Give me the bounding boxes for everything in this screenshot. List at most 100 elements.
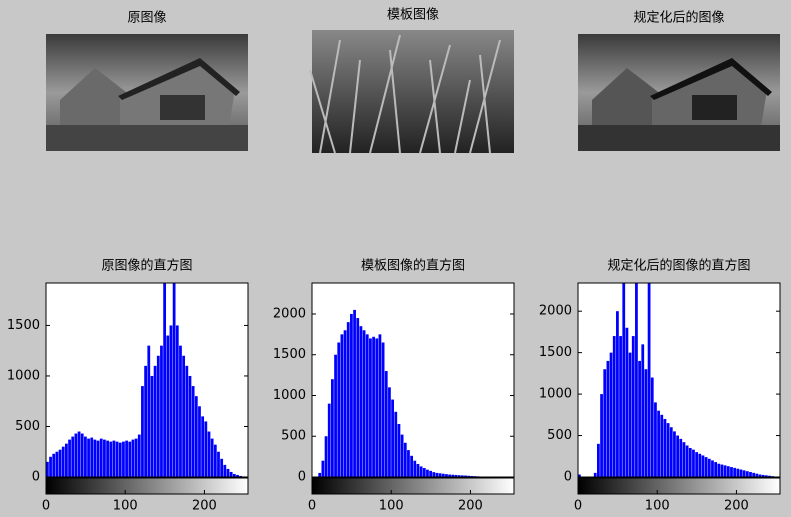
bar	[378, 334, 382, 477]
bar	[695, 452, 699, 477]
bar	[340, 334, 344, 477]
chart-title: 规定化后的图像的直方图	[607, 258, 750, 274]
bar	[226, 468, 230, 477]
bar	[742, 470, 746, 477]
bar	[191, 386, 195, 477]
bar	[93, 439, 97, 477]
bar	[726, 466, 730, 477]
x-tick-label: 200	[192, 499, 217, 514]
gray-colorbar	[311, 477, 515, 495]
image-title: 模板图像	[387, 8, 439, 23]
bar	[657, 410, 660, 477]
bar	[84, 436, 87, 477]
bar	[106, 440, 109, 477]
bar	[150, 375, 154, 477]
y-tick-label: 1500	[7, 318, 40, 333]
bar	[606, 360, 610, 477]
y-tick-label: 500	[281, 429, 306, 444]
bar	[321, 460, 325, 477]
bar	[688, 447, 692, 477]
bar	[723, 465, 727, 477]
x-tick-label: 100	[379, 499, 404, 514]
bar	[356, 318, 360, 477]
bar	[625, 327, 629, 477]
y-tick-label: 1000	[7, 368, 40, 383]
bar	[223, 464, 227, 477]
bar	[666, 423, 670, 477]
bar	[419, 466, 423, 477]
bar	[429, 470, 433, 477]
bar	[74, 433, 78, 477]
y-tick-label: 1000	[539, 387, 572, 402]
bar	[131, 439, 135, 477]
bar	[407, 450, 410, 477]
bar	[365, 334, 369, 477]
bar	[346, 322, 350, 477]
bar	[55, 451, 59, 477]
bar	[422, 468, 426, 477]
bar	[201, 416, 205, 477]
bar	[163, 283, 167, 477]
image-title: 原图像	[127, 11, 166, 26]
bar	[353, 309, 356, 477]
bar	[714, 462, 718, 477]
bar	[375, 338, 379, 477]
bar	[413, 460, 417, 477]
bar	[388, 387, 391, 477]
bar	[49, 456, 52, 477]
bar	[71, 436, 75, 477]
bar	[441, 473, 445, 477]
bar	[236, 474, 239, 477]
bar	[669, 427, 673, 477]
axes-box	[311, 282, 515, 478]
bar	[619, 336, 622, 477]
bar	[707, 458, 711, 477]
x-tick-label: 100	[645, 499, 670, 514]
bar	[679, 438, 683, 477]
bar	[616, 311, 619, 477]
bar	[172, 283, 176, 477]
bar	[597, 443, 600, 477]
bar	[118, 442, 122, 477]
y-tick-label: 0	[32, 470, 40, 485]
bar	[628, 352, 632, 477]
bar	[166, 335, 170, 477]
y-tick-label: 500	[15, 419, 40, 434]
bar	[198, 406, 201, 477]
image-title: 规定化后的图像	[633, 10, 724, 26]
bar	[758, 474, 762, 477]
bar	[426, 469, 429, 477]
bar	[103, 439, 106, 477]
bar	[445, 474, 448, 477]
bar	[638, 360, 641, 477]
bar	[122, 441, 125, 477]
bar	[635, 283, 638, 477]
bar	[685, 445, 689, 477]
bar	[394, 411, 398, 477]
x-tick-label: 200	[724, 499, 749, 514]
bar	[755, 473, 759, 477]
bars	[315, 309, 505, 477]
bar	[134, 438, 138, 477]
bar	[217, 451, 220, 477]
bar	[736, 468, 740, 477]
bar	[87, 438, 90, 477]
bar	[169, 325, 173, 477]
bar	[179, 345, 182, 477]
bar	[454, 474, 458, 477]
bar	[204, 421, 208, 477]
bar	[369, 338, 372, 477]
bar	[137, 434, 141, 477]
bar	[647, 283, 651, 477]
bar	[448, 474, 452, 477]
bar	[698, 453, 702, 477]
bar	[650, 377, 654, 477]
chart-title: 原图像的直方图	[101, 258, 192, 274]
bar	[220, 458, 224, 477]
bar	[739, 469, 743, 477]
bar	[156, 355, 160, 477]
bar	[337, 342, 341, 477]
bar	[749, 472, 752, 477]
bar	[460, 475, 464, 477]
